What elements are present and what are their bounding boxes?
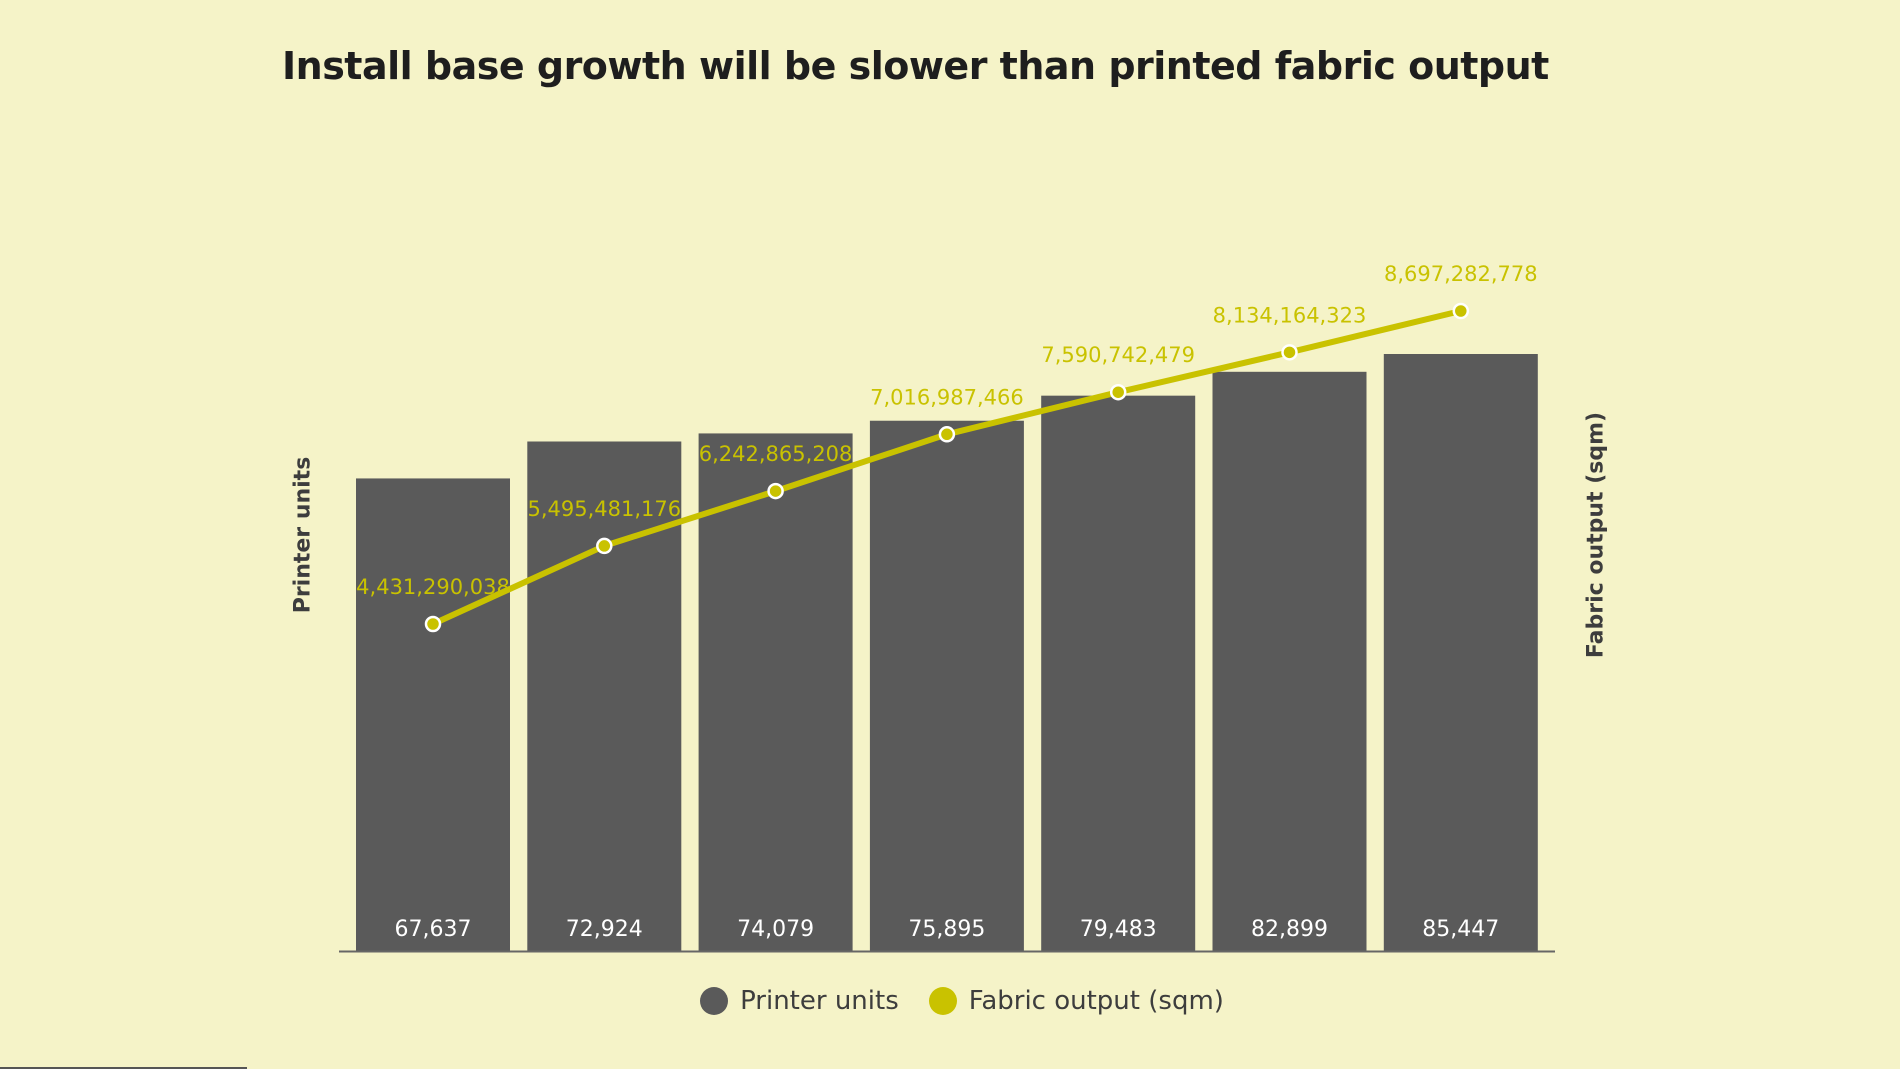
bar-5 xyxy=(1212,371,1367,951)
bar-value-label-3: 75,895 xyxy=(908,917,985,942)
line-value-label-5: 8,134,164,323 xyxy=(1213,303,1367,327)
line-point-1 xyxy=(596,537,613,555)
legend-label-printer-units: Printer units xyxy=(740,986,899,1016)
line-value-label-2: 6,242,865,208 xyxy=(699,442,853,466)
left-margin-strip xyxy=(0,0,247,1069)
legend-label-fabric-output: Fabric output (sqm) xyxy=(968,986,1224,1016)
bar-3 xyxy=(869,420,1024,951)
bar-value-label-6: 85,447 xyxy=(1422,917,1499,942)
legend-item-printer-units: Printer units xyxy=(700,986,899,1016)
bar-2 xyxy=(698,433,853,951)
left-strip-baseline xyxy=(0,1067,247,1069)
chart-title: Install base growth will be slower than … xyxy=(282,44,1549,88)
bar-6 xyxy=(1383,354,1538,951)
bar-value-label-5: 82,899 xyxy=(1251,917,1328,942)
line-point-3 xyxy=(938,426,956,443)
legend-item-fabric-output: Fabric output (sqm) xyxy=(928,986,1224,1016)
line-value-label-3: 7,016,987,466 xyxy=(870,385,1024,409)
bar-value-label-1: 72,924 xyxy=(566,917,643,942)
bar-4 xyxy=(1041,395,1196,951)
bar-0 xyxy=(356,478,510,951)
line-value-label-0: 4,431,290,038 xyxy=(356,575,510,599)
line-value-label-4: 7,590,742,479 xyxy=(1041,343,1195,367)
line-point-5 xyxy=(1281,344,1298,361)
line-point-6 xyxy=(1452,302,1470,320)
line-point-2 xyxy=(767,482,784,500)
line-value-label-6: 8,697,282,778 xyxy=(1384,262,1538,286)
line-value-label-1: 5,495,481,176 xyxy=(527,497,681,521)
bar-value-label-0: 67,637 xyxy=(395,917,472,942)
legend-swatch-fabric-output xyxy=(928,987,957,1015)
chart-legend: Printer units Fabric output (sqm) xyxy=(0,986,1900,1016)
legend-swatch-printer-units xyxy=(700,987,729,1015)
bar-value-label-4: 79,483 xyxy=(1080,917,1157,942)
line-point-0 xyxy=(424,615,442,633)
bar-value-label-2: 74,079 xyxy=(737,917,814,942)
line-point-4 xyxy=(1109,383,1127,401)
